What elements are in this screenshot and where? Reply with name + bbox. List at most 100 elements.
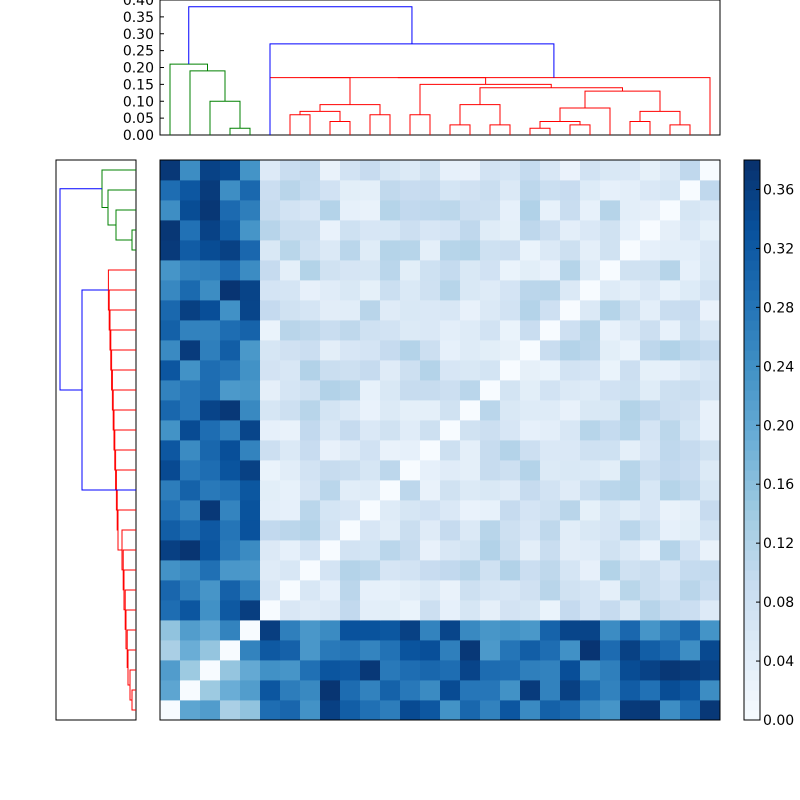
heatmap-cell	[380, 380, 401, 401]
heatmap-cell	[260, 280, 281, 301]
colorbar-segment	[744, 310, 760, 321]
heatmap-cell	[180, 540, 201, 561]
heatmap-cell	[200, 380, 221, 401]
heatmap-cell	[200, 160, 221, 181]
heatmap-cell	[380, 320, 401, 341]
heatmap-cell	[200, 200, 221, 221]
heatmap-cell	[440, 180, 461, 201]
left-dendrogram-frame	[55, 159, 137, 721]
heatmap-cell	[320, 320, 341, 341]
heatmap-cell	[320, 440, 341, 461]
heatmap-cell	[640, 400, 661, 421]
heatmap-cell	[580, 380, 601, 401]
heatmap-cell	[360, 380, 381, 401]
heatmap-cell	[640, 580, 661, 601]
heatmap-cell	[580, 520, 601, 541]
colorbar-segment	[744, 680, 760, 691]
colorbar-segment	[744, 300, 760, 311]
heatmap-cell	[540, 540, 561, 561]
heatmap-cell	[380, 640, 401, 661]
heatmap-cell	[240, 480, 261, 501]
heatmap-cell	[560, 280, 581, 301]
heatmap-cell	[660, 520, 681, 541]
heatmap-cell	[340, 640, 361, 661]
heatmap-cell	[340, 420, 361, 441]
heatmap-cell	[360, 400, 381, 421]
heatmap-cell	[600, 540, 621, 561]
heatmap-cell	[680, 260, 701, 281]
heatmap-cell	[460, 380, 481, 401]
dendrogram-link	[101, 169, 136, 208]
heatmap-cell	[520, 420, 541, 441]
heatmap-cell	[400, 260, 421, 281]
heatmap-cell	[400, 560, 421, 581]
heatmap-cell	[580, 440, 601, 461]
heatmap-cell	[300, 260, 321, 281]
heatmap-cell	[360, 580, 381, 601]
heatmap-cell	[660, 540, 681, 561]
dendrogram-link	[269, 43, 555, 135]
heatmap-cell	[160, 420, 181, 441]
heatmap-cell	[200, 460, 221, 481]
heatmap-cell	[440, 520, 461, 541]
heatmap-cell	[640, 260, 661, 281]
colorbar-segment	[744, 470, 760, 481]
heatmap-cell	[520, 340, 541, 361]
heatmap-cell	[240, 220, 261, 241]
heatmap-cell	[280, 220, 301, 241]
heatmap-cell	[240, 640, 261, 661]
heatmap-cell	[640, 340, 661, 361]
heatmap-cell	[480, 600, 501, 621]
heatmap-cell	[220, 680, 241, 701]
heatmap-cell	[400, 420, 421, 441]
heatmap-cell	[360, 560, 381, 581]
heatmap-cell	[160, 360, 181, 381]
heatmap-cell	[380, 180, 401, 201]
heatmap-cell	[660, 160, 681, 181]
heatmap-cell	[660, 240, 681, 261]
heatmap-cell	[620, 620, 641, 641]
heatmap-cell	[160, 560, 181, 581]
heatmap-cell	[200, 220, 221, 241]
heatmap-cell	[480, 200, 501, 221]
colorbar-segment	[744, 450, 760, 461]
heatmap-cell	[540, 220, 561, 241]
heatmap-cell	[240, 580, 261, 601]
heatmap-cell	[200, 580, 221, 601]
heatmap-cell	[320, 540, 341, 561]
colorbar-segment	[744, 550, 760, 561]
heatmap-cell	[320, 700, 341, 721]
heatmap-cell	[180, 200, 201, 221]
heatmap-cell	[680, 560, 701, 581]
heatmap-cell	[320, 200, 341, 221]
heatmap-cell	[500, 220, 521, 241]
heatmap-cell	[500, 680, 521, 701]
top-axis-tick-label: 0.25	[123, 44, 154, 60]
heatmap-cell	[320, 240, 341, 261]
heatmap-cell	[520, 200, 541, 221]
heatmap-cell	[660, 220, 681, 241]
dendrogram-link	[409, 114, 431, 135]
heatmap-cell	[240, 500, 261, 521]
heatmap-cell	[540, 380, 561, 401]
heatmap-cell	[520, 640, 541, 661]
colorbar-tick-label: 0.24	[763, 359, 794, 375]
heatmap-cell	[260, 580, 281, 601]
heatmap-cell	[580, 200, 601, 221]
heatmap-cell	[700, 520, 721, 541]
colorbar-tick-label: 0.28	[763, 300, 794, 316]
heatmap-cell	[440, 360, 461, 381]
heatmap-cell	[560, 400, 581, 421]
heatmap-cell	[160, 620, 181, 641]
heatmap-cell	[580, 160, 601, 181]
heatmap-cell	[500, 240, 521, 261]
heatmap-cell	[680, 280, 701, 301]
top-axis-tick-label: 0.10	[123, 94, 154, 110]
heatmap-cell	[640, 280, 661, 301]
heatmap-cell	[180, 700, 201, 721]
colorbar-segment	[744, 320, 760, 331]
heatmap-cell	[500, 700, 521, 721]
heatmap-cell	[220, 320, 241, 341]
heatmap-cell	[420, 160, 441, 181]
heatmap-cell	[380, 220, 401, 241]
